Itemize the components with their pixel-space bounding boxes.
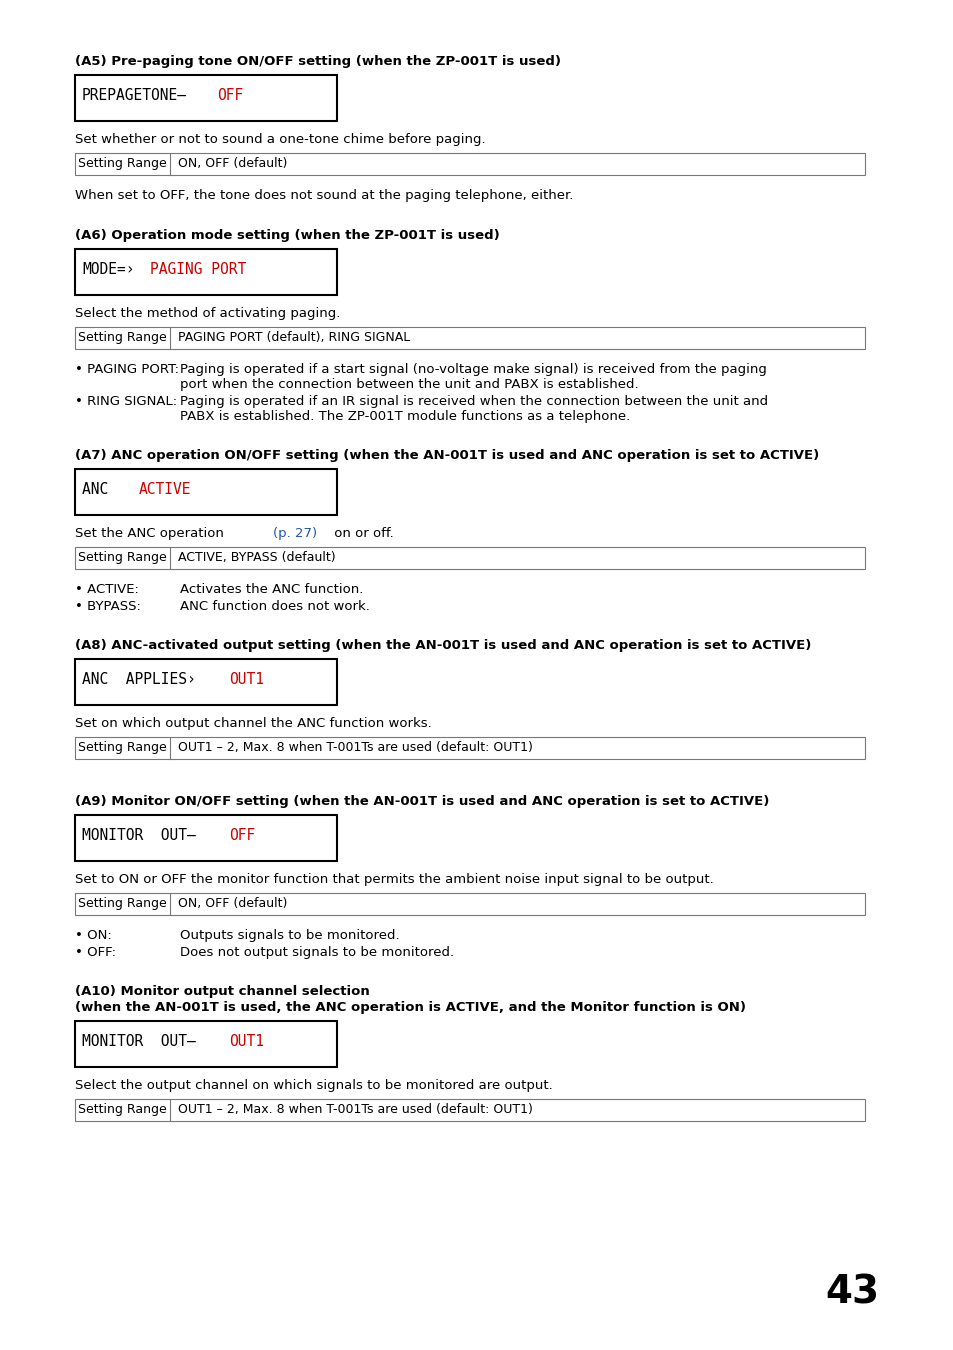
Text: (A8) ANC-activated output setting (when the AN-001T is used and ANC operation is: (A8) ANC-activated output setting (when … xyxy=(75,639,810,652)
Text: MONITOR  OUT–: MONITOR OUT– xyxy=(82,1034,195,1049)
Text: (A9) Monitor ON/OFF setting (when the AN-001T is used and ANC operation is set t: (A9) Monitor ON/OFF setting (when the AN… xyxy=(75,795,768,809)
Text: (p. 27): (p. 27) xyxy=(273,526,316,540)
Text: (A5) Pre-paging tone ON/OFF setting (when the ZP-001T is used): (A5) Pre-paging tone ON/OFF setting (whe… xyxy=(75,55,560,68)
Bar xyxy=(75,76,336,122)
Text: Set to ON or OFF the monitor function that permits the ambient noise input signa: Set to ON or OFF the monitor function th… xyxy=(75,873,713,886)
Text: Does not output signals to be monitored.: Does not output signals to be monitored. xyxy=(180,946,454,958)
Text: Paging is operated if an IR signal is received when the connection between the u: Paging is operated if an IR signal is re… xyxy=(180,396,767,408)
Text: OUT1 – 2, Max. 8 when T-001Ts are used (default: OUT1): OUT1 – 2, Max. 8 when T-001Ts are used (… xyxy=(178,1103,533,1116)
Text: Setting Range: Setting Range xyxy=(78,1103,167,1116)
Text: OFF: OFF xyxy=(217,88,243,103)
Bar xyxy=(75,659,336,705)
Bar xyxy=(75,468,336,514)
Text: Select the method of activating paging.: Select the method of activating paging. xyxy=(75,306,340,320)
Text: OUT1: OUT1 xyxy=(229,1034,263,1049)
Text: Set on which output channel the ANC function works.: Set on which output channel the ANC func… xyxy=(75,717,432,730)
Text: • PAGING PORT:: • PAGING PORT: xyxy=(75,363,179,377)
Text: 43: 43 xyxy=(824,1274,878,1312)
Bar xyxy=(75,327,864,350)
Text: Setting Range: Setting Range xyxy=(78,552,167,564)
Text: • ON:: • ON: xyxy=(75,929,112,942)
Bar xyxy=(75,1021,336,1066)
Bar xyxy=(75,892,864,915)
Text: PREPAGETONE–: PREPAGETONE– xyxy=(82,88,187,103)
Bar xyxy=(75,1099,864,1120)
Text: ACTIVE, BYPASS (default): ACTIVE, BYPASS (default) xyxy=(178,552,335,564)
Text: PAGING PORT: PAGING PORT xyxy=(150,262,246,277)
Bar xyxy=(75,248,336,296)
Text: • ACTIVE:: • ACTIVE: xyxy=(75,583,139,595)
Bar xyxy=(75,547,864,568)
Text: • BYPASS:: • BYPASS: xyxy=(75,599,141,613)
Text: on or off.: on or off. xyxy=(329,526,393,540)
Text: ANC  APPLIES›: ANC APPLIES› xyxy=(82,672,195,687)
Text: Activates the ANC function.: Activates the ANC function. xyxy=(180,583,363,595)
Text: (when the AN-001T is used, the ANC operation is ACTIVE, and the Monitor function: (when the AN-001T is used, the ANC opera… xyxy=(75,1000,745,1014)
Text: Set the ANC operation: Set the ANC operation xyxy=(75,526,228,540)
Text: Paging is operated if a start signal (no-voltage make signal) is received from t: Paging is operated if a start signal (no… xyxy=(180,363,766,377)
Text: Setting Range: Setting Range xyxy=(78,898,167,910)
Text: ON, OFF (default): ON, OFF (default) xyxy=(178,158,287,170)
Text: Set whether or not to sound a one-tone chime before paging.: Set whether or not to sound a one-tone c… xyxy=(75,134,485,146)
Text: MODE=›: MODE=› xyxy=(82,262,134,277)
Text: OUT1 – 2, Max. 8 when T-001Ts are used (default: OUT1): OUT1 – 2, Max. 8 when T-001Ts are used (… xyxy=(178,741,533,755)
Text: PABX is established. The ZP-001T module functions as a telephone.: PABX is established. The ZP-001T module … xyxy=(180,410,630,423)
Text: ON, OFF (default): ON, OFF (default) xyxy=(178,898,287,910)
Text: Setting Range: Setting Range xyxy=(78,158,167,170)
Text: Setting Range: Setting Range xyxy=(78,741,167,755)
Text: ANC function does not work.: ANC function does not work. xyxy=(180,599,370,613)
Text: PAGING PORT (default), RING SIGNAL: PAGING PORT (default), RING SIGNAL xyxy=(178,332,410,344)
Text: OFF: OFF xyxy=(229,828,254,842)
Text: Setting Range: Setting Range xyxy=(78,332,167,344)
Text: • OFF:: • OFF: xyxy=(75,946,116,958)
Text: OUT1: OUT1 xyxy=(229,672,263,687)
Text: port when the connection between the unit and PABX is established.: port when the connection between the uni… xyxy=(180,378,638,392)
Text: (A10) Monitor output channel selection: (A10) Monitor output channel selection xyxy=(75,986,370,998)
Text: When set to OFF, the tone does not sound at the paging telephone, either.: When set to OFF, the tone does not sound… xyxy=(75,189,573,202)
Bar xyxy=(75,737,864,759)
Text: MONITOR  OUT–: MONITOR OUT– xyxy=(82,828,195,842)
Text: ANC: ANC xyxy=(82,482,126,497)
Bar xyxy=(75,153,864,176)
Text: (A7) ANC operation ON/OFF setting (when the AN-001T is used and ANC operation is: (A7) ANC operation ON/OFF setting (when … xyxy=(75,450,819,462)
Text: Outputs signals to be monitored.: Outputs signals to be monitored. xyxy=(180,929,399,942)
Text: ACTIVE: ACTIVE xyxy=(138,482,191,497)
Text: • RING SIGNAL:: • RING SIGNAL: xyxy=(75,396,177,408)
Text: (A6) Operation mode setting (when the ZP-001T is used): (A6) Operation mode setting (when the ZP… xyxy=(75,230,499,242)
Bar xyxy=(75,815,336,861)
Text: Select the output channel on which signals to be monitored are output.: Select the output channel on which signa… xyxy=(75,1079,552,1092)
